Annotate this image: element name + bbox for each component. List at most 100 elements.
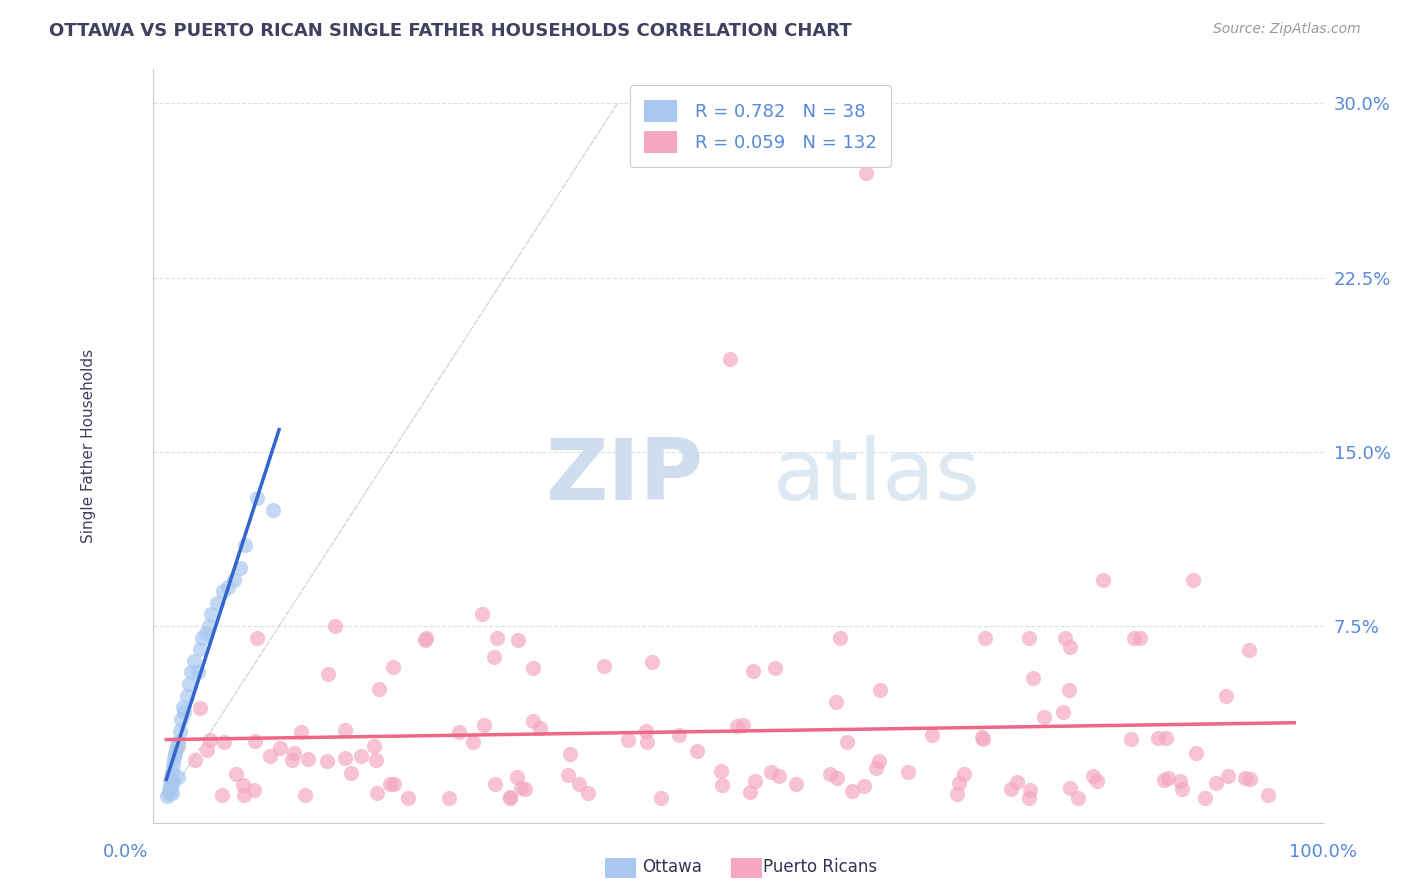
Point: [921, 727, 943, 741]
Point: [166, 770, 188, 784]
Point: [166, 735, 188, 749]
Point: [188, 701, 211, 715]
Point: [463, 735, 485, 749]
Point: [1171, 782, 1194, 797]
Point: [868, 754, 890, 768]
Point: [650, 791, 672, 805]
Point: [170, 712, 193, 726]
Point: [1156, 771, 1178, 785]
Point: [368, 681, 391, 696]
Point: [325, 619, 347, 633]
Point: [522, 714, 544, 728]
Point: [162, 774, 184, 789]
Point: [636, 735, 658, 749]
Point: [195, 743, 218, 757]
Point: [768, 769, 790, 783]
Point: [163, 751, 186, 765]
Point: [159, 784, 181, 798]
Point: [378, 777, 401, 791]
Text: Single Father Households: Single Father Households: [82, 349, 96, 543]
Point: [157, 786, 180, 800]
Point: [283, 746, 305, 760]
Point: [212, 735, 235, 749]
Point: [972, 732, 994, 747]
Point: [1257, 788, 1279, 802]
Point: [953, 766, 976, 780]
Text: ZIP: ZIP: [544, 434, 703, 517]
Point: [1123, 631, 1146, 645]
Point: [759, 764, 782, 779]
Point: [222, 573, 245, 587]
Point: [225, 767, 247, 781]
Point: [1205, 776, 1227, 790]
Point: [187, 665, 209, 680]
Point: [173, 705, 195, 719]
Point: [744, 774, 766, 789]
Text: Puerto Ricans: Puerto Ricans: [763, 858, 877, 876]
Point: [1059, 640, 1081, 655]
Point: [294, 788, 316, 802]
Point: [825, 694, 848, 708]
Point: [228, 561, 250, 575]
Point: [233, 538, 256, 552]
Point: [156, 789, 179, 803]
Text: OTTAWA VS PUERTO RICAN SINGLE FATHER HOUSEHOLDS CORRELATION CHART: OTTAWA VS PUERTO RICAN SINGLE FATHER HOU…: [49, 22, 852, 40]
Point: [290, 724, 312, 739]
Point: [668, 729, 690, 743]
Point: [1067, 791, 1090, 805]
Point: [1052, 706, 1074, 720]
Point: [1168, 774, 1191, 789]
Point: [1194, 791, 1216, 805]
Point: [763, 661, 786, 675]
Point: [335, 751, 357, 765]
Point: [711, 778, 734, 792]
Point: [194, 626, 217, 640]
Point: [1022, 672, 1045, 686]
Point: [974, 631, 997, 645]
Point: [560, 747, 582, 761]
Point: [472, 718, 495, 732]
Point: [741, 664, 763, 678]
Point: [1146, 731, 1168, 745]
Point: [484, 777, 506, 791]
Point: [1033, 710, 1056, 724]
Point: [169, 723, 191, 738]
Point: [1233, 771, 1256, 785]
Point: [855, 166, 877, 180]
Point: [738, 785, 761, 799]
Point: [1059, 781, 1081, 796]
Point: [835, 735, 858, 749]
Point: [948, 776, 970, 790]
Point: [785, 777, 807, 791]
Point: [718, 351, 741, 366]
Point: [1218, 769, 1240, 783]
Point: [1000, 781, 1022, 796]
Point: [183, 654, 205, 668]
Point: [340, 766, 363, 780]
Point: [1018, 631, 1040, 645]
Text: 0.0%: 0.0%: [103, 843, 148, 861]
Point: [970, 730, 993, 744]
Point: [243, 733, 266, 747]
Point: [641, 655, 664, 669]
Point: [366, 786, 388, 800]
Point: [364, 753, 387, 767]
Point: [499, 790, 522, 805]
Point: [159, 774, 181, 789]
Point: [211, 788, 233, 802]
Point: [415, 631, 437, 645]
Point: [259, 749, 281, 764]
Point: [617, 733, 640, 747]
Point: [243, 783, 266, 797]
Point: [1239, 643, 1261, 657]
Point: [1081, 769, 1104, 783]
Point: [205, 596, 228, 610]
Point: [853, 779, 876, 793]
Point: [1215, 689, 1237, 703]
Point: [1119, 731, 1142, 746]
Point: [897, 764, 920, 779]
Point: [825, 771, 848, 785]
Point: [160, 765, 183, 780]
Point: [568, 777, 591, 791]
Point: [1085, 773, 1108, 788]
